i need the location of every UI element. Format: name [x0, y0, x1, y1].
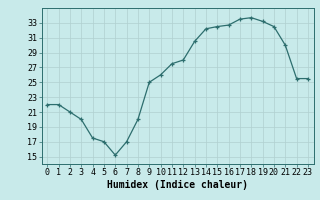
X-axis label: Humidex (Indice chaleur): Humidex (Indice chaleur) — [107, 180, 248, 190]
